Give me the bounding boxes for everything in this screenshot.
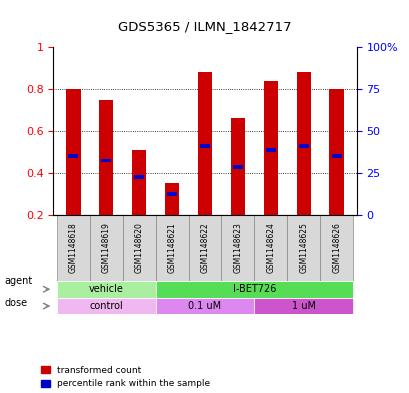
Bar (155, 281, 353, 298)
Bar (287, 215, 320, 281)
Text: agent: agent (4, 276, 32, 286)
Bar (89, 215, 122, 281)
Bar (101, 158, 110, 162)
Bar (131, 150, 146, 215)
Bar (320, 215, 353, 281)
Text: GSM1148624: GSM1148624 (266, 222, 275, 273)
Bar (265, 148, 275, 152)
Text: GSM1148619: GSM1148619 (101, 222, 110, 273)
Text: I-BET726: I-BET726 (232, 284, 276, 294)
Text: control: control (89, 301, 123, 311)
Bar (56, 215, 89, 281)
Bar (188, 215, 221, 281)
Bar (254, 215, 287, 281)
Bar (200, 144, 209, 148)
Bar (164, 184, 179, 215)
Bar (68, 154, 78, 158)
Bar (167, 192, 176, 196)
Text: GDS5365 / ILMN_1842717: GDS5365 / ILMN_1842717 (118, 20, 291, 33)
Text: 0.1 uM: 0.1 uM (188, 301, 221, 311)
Bar (65, 89, 80, 215)
Bar (233, 165, 242, 169)
Bar (299, 144, 308, 148)
Bar (155, 298, 254, 314)
Bar (331, 154, 341, 158)
Bar (197, 72, 212, 215)
Bar (56, 281, 155, 298)
Text: GSM1148618: GSM1148618 (68, 222, 77, 273)
Bar (263, 81, 278, 215)
Text: GSM1148623: GSM1148623 (233, 222, 242, 273)
Bar (230, 118, 245, 215)
Text: GSM1148625: GSM1148625 (299, 222, 308, 273)
Text: 1 uM: 1 uM (291, 301, 315, 311)
Text: GSM1148622: GSM1148622 (200, 222, 209, 273)
Bar (296, 72, 310, 215)
Text: vehicle: vehicle (88, 284, 123, 294)
Text: GSM1148626: GSM1148626 (332, 222, 341, 273)
Text: GSM1148620: GSM1148620 (134, 222, 143, 273)
Bar (99, 99, 113, 215)
Bar (254, 298, 353, 314)
Bar (56, 298, 155, 314)
Bar (221, 215, 254, 281)
Bar (155, 215, 188, 281)
Bar (329, 89, 344, 215)
Bar (122, 215, 155, 281)
Legend: transformed count, percentile rank within the sample: transformed count, percentile rank withi… (41, 366, 209, 389)
Text: GSM1148621: GSM1148621 (167, 222, 176, 273)
Text: dose: dose (4, 298, 27, 308)
Bar (134, 175, 144, 179)
